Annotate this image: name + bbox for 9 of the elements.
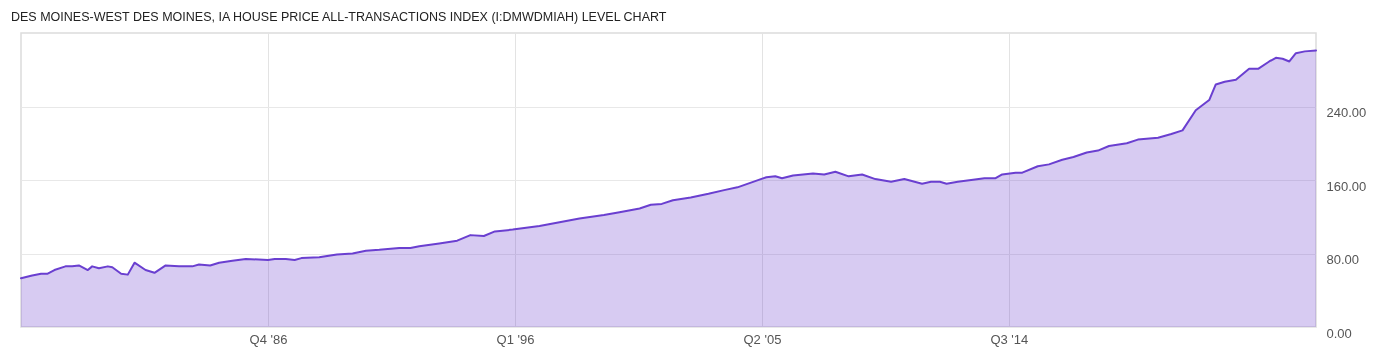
y-tick-label: 240.00 — [1326, 105, 1367, 120]
y-tick-label: 80.00 — [1326, 252, 1360, 267]
y-tick-label: 0.00 — [1326, 325, 1352, 341]
x-tick-label: Q3 '14 — [990, 331, 1029, 347]
x-tick-label: Q2 '05 — [743, 331, 782, 347]
x-tick-label: Q1 '96 — [496, 331, 535, 347]
chart-title: DES MOINES-WEST DES MOINES, IA HOUSE PRICE ALL-TRANSACTIONS INDEX (I:DMWDMIAH) LEVEL CHART — [11, 9, 667, 24]
x-tick-label: Q4 '86 — [249, 331, 288, 347]
y-tick-label: 160.00 — [1326, 178, 1367, 194]
